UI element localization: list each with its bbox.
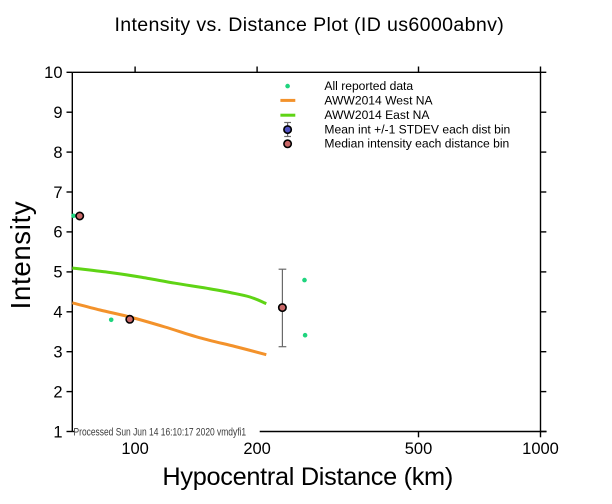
svg-text:10: 10 <box>44 64 62 82</box>
svg-text:200: 200 <box>243 440 271 458</box>
svg-text:AWW2014 East NA: AWW2014 East NA <box>324 108 430 122</box>
svg-text:All reported data: All reported data <box>324 79 413 93</box>
svg-text:Hypocentral Distance (km): Hypocentral Distance (km) <box>162 463 453 491</box>
svg-text:7: 7 <box>53 184 62 202</box>
svg-text:5: 5 <box>53 264 62 282</box>
svg-text:Processed Sun Jun 14 16:10:17: Processed Sun Jun 14 16:10:17 2020 vmdyf… <box>74 426 247 438</box>
svg-text:1000: 1000 <box>522 440 559 458</box>
svg-text:4: 4 <box>53 304 62 322</box>
svg-text:9: 9 <box>53 104 62 122</box>
svg-text:Intensity: Intensity <box>5 201 36 310</box>
svg-text:8: 8 <box>53 144 62 162</box>
svg-text:500: 500 <box>405 440 433 458</box>
svg-text:100: 100 <box>121 440 149 458</box>
svg-text:3: 3 <box>53 344 62 362</box>
svg-text:Intensity vs. Distance Plot (I: Intensity vs. Distance Plot (ID us6000ab… <box>114 14 504 36</box>
svg-text:2: 2 <box>53 383 62 401</box>
svg-text:Mean int +/-1 STDEV each dist: Mean int +/-1 STDEV each dist bin <box>324 122 510 136</box>
svg-text:Median intensity each distance: Median intensity each distance bin <box>324 137 509 151</box>
svg-text:1: 1 <box>53 423 62 441</box>
svg-text:6: 6 <box>53 224 62 242</box>
svg-text:AWW2014 West NA: AWW2014 West NA <box>324 94 433 108</box>
